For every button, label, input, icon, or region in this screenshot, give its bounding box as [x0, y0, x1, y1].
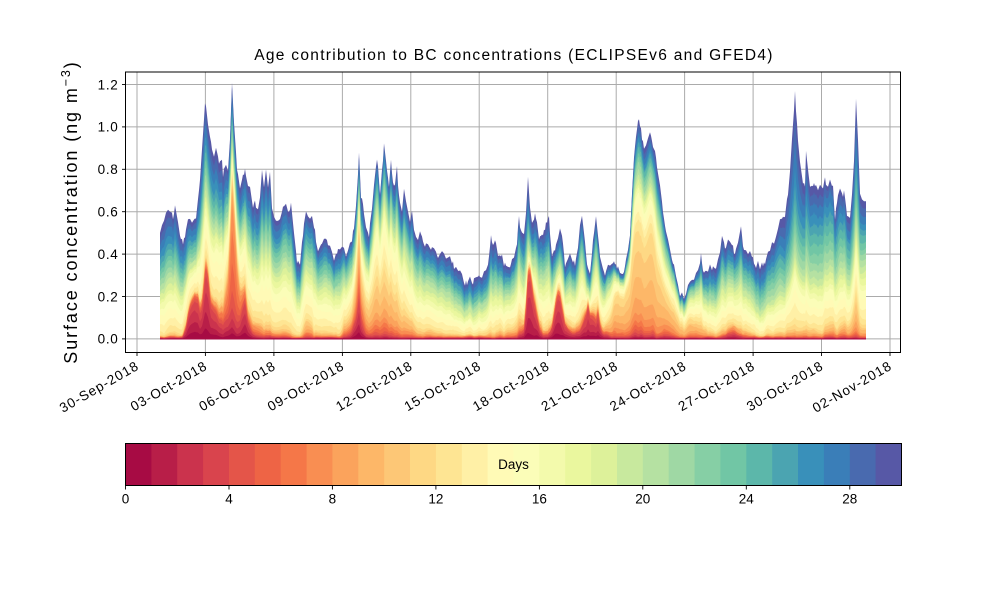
svg-text:1.2: 1.2	[98, 77, 119, 92]
svg-text:16: 16	[532, 492, 547, 507]
svg-text:Age contribution to BC concent: Age contribution to BC concentrations (E…	[254, 47, 774, 64]
svg-text:28: 28	[842, 492, 857, 507]
svg-text:0.4: 0.4	[98, 247, 119, 262]
svg-text:0: 0	[122, 492, 130, 507]
svg-text:20: 20	[635, 492, 650, 507]
svg-text:4: 4	[225, 492, 233, 507]
svg-text:12: 12	[428, 492, 443, 507]
svg-text:8: 8	[329, 492, 337, 507]
svg-text:Days: Days	[498, 457, 529, 472]
svg-text:Surface concentration (ng m−3): Surface concentration (ng m−3)	[59, 60, 81, 363]
svg-text:0.6: 0.6	[98, 205, 119, 220]
svg-text:1.0: 1.0	[98, 120, 119, 135]
svg-text:0.0: 0.0	[98, 332, 119, 347]
svg-text:0.2: 0.2	[98, 289, 119, 304]
svg-text:0.8: 0.8	[98, 162, 119, 177]
svg-text:24: 24	[739, 492, 755, 507]
